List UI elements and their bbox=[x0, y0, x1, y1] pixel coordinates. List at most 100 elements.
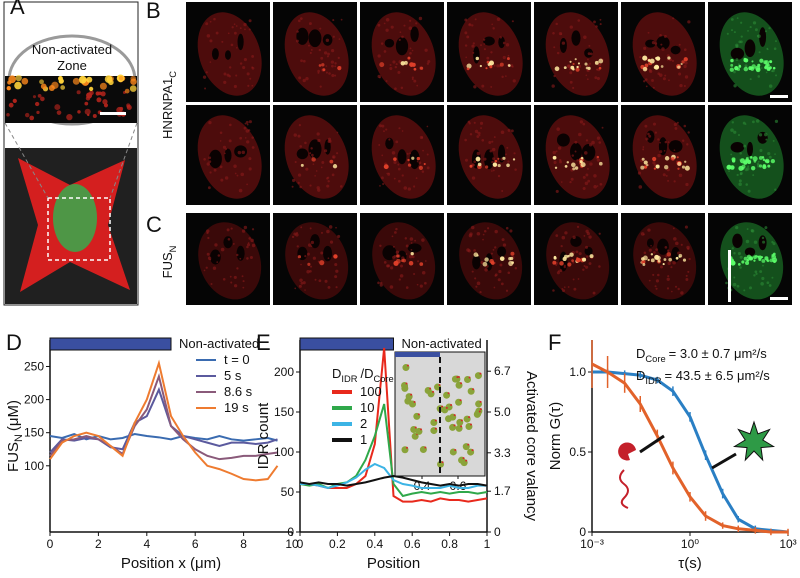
speckle bbox=[413, 272, 416, 276]
condensate-dot bbox=[24, 112, 30, 118]
speckle bbox=[742, 121, 746, 125]
speckle bbox=[502, 243, 507, 247]
speckle bbox=[601, 126, 604, 129]
speckle bbox=[239, 136, 243, 140]
speckle bbox=[749, 286, 752, 290]
nucleolus bbox=[646, 238, 654, 248]
condensate bbox=[643, 165, 648, 169]
speckle bbox=[664, 74, 667, 77]
speckle bbox=[296, 39, 299, 43]
speckle bbox=[596, 185, 599, 187]
condensate bbox=[492, 162, 498, 167]
speckle bbox=[657, 153, 661, 158]
speckle bbox=[419, 135, 424, 140]
panel-letter: B bbox=[146, 0, 161, 23]
nucleolus bbox=[296, 148, 309, 160]
speckle bbox=[507, 54, 510, 57]
speckle bbox=[671, 59, 675, 62]
speckle bbox=[743, 289, 746, 292]
annotation-part: Core bbox=[645, 354, 665, 364]
condensate bbox=[571, 259, 574, 263]
core-site bbox=[471, 449, 474, 452]
speckle bbox=[589, 143, 593, 147]
speckle bbox=[480, 261, 484, 265]
speckle bbox=[309, 152, 312, 155]
speckle bbox=[659, 141, 661, 144]
speckle bbox=[421, 238, 425, 242]
speckle bbox=[206, 34, 211, 38]
condensate-dot bbox=[119, 106, 124, 111]
speckle bbox=[246, 245, 249, 249]
speckle bbox=[321, 161, 325, 164]
speckle bbox=[507, 271, 511, 275]
condensate bbox=[485, 165, 489, 169]
speckle bbox=[408, 26, 413, 31]
speckle bbox=[411, 76, 414, 79]
condensate-dot bbox=[8, 102, 14, 108]
condensate bbox=[680, 62, 683, 66]
speckle bbox=[306, 269, 310, 274]
condensate-dot bbox=[66, 114, 73, 121]
speckle bbox=[228, 139, 232, 143]
speckle bbox=[210, 283, 213, 286]
speckle bbox=[332, 35, 335, 38]
condensate bbox=[574, 58, 577, 61]
speckle bbox=[300, 59, 303, 63]
speckle bbox=[761, 276, 765, 281]
speckle bbox=[476, 231, 481, 236]
speckle bbox=[483, 157, 487, 161]
series-line bbox=[49, 359, 279, 482]
condensate bbox=[767, 164, 771, 168]
speckle bbox=[203, 269, 206, 272]
speckle bbox=[239, 27, 242, 30]
core-site bbox=[441, 461, 444, 464]
y-tick-label: 150 bbox=[24, 426, 44, 440]
nucleolus bbox=[730, 47, 745, 60]
speckle bbox=[233, 284, 238, 288]
speckle bbox=[233, 23, 236, 26]
zone-label: Zone bbox=[57, 58, 87, 73]
nucleolus bbox=[210, 249, 221, 265]
condensate bbox=[418, 165, 424, 171]
x-tick-label: 10⁰ bbox=[681, 537, 699, 551]
legend-label: 10 bbox=[360, 400, 374, 415]
speckle bbox=[379, 184, 381, 187]
core-site bbox=[479, 400, 482, 403]
condensate bbox=[400, 61, 406, 66]
speckle bbox=[679, 83, 683, 88]
speckle bbox=[235, 25, 238, 27]
speckle bbox=[405, 244, 409, 248]
speckle bbox=[555, 264, 558, 267]
speckle bbox=[514, 168, 517, 171]
condensate-dot bbox=[54, 104, 61, 111]
speckle bbox=[491, 140, 494, 143]
core-site bbox=[406, 364, 409, 367]
y-tick-label: 100 bbox=[24, 459, 44, 473]
speckle bbox=[560, 181, 563, 183]
condensate bbox=[564, 165, 568, 168]
speckle bbox=[643, 80, 646, 83]
speckle bbox=[647, 31, 650, 34]
speckle bbox=[586, 167, 589, 170]
condensate bbox=[678, 255, 681, 258]
speckle bbox=[759, 149, 763, 153]
condensate bbox=[407, 158, 410, 162]
speckle bbox=[246, 140, 250, 144]
condensate-dot bbox=[129, 85, 137, 92]
speckle bbox=[424, 48, 428, 52]
speckle bbox=[388, 138, 391, 141]
condensate bbox=[488, 60, 495, 66]
speckle bbox=[409, 19, 412, 22]
nucleolus bbox=[407, 243, 422, 253]
speckle bbox=[223, 72, 227, 76]
nucleolus bbox=[497, 246, 507, 257]
condensate bbox=[598, 58, 604, 64]
speckle bbox=[478, 134, 481, 137]
condensate-dot bbox=[92, 114, 97, 119]
speckle bbox=[665, 174, 668, 177]
speckle bbox=[426, 153, 429, 156]
condensate bbox=[653, 167, 657, 170]
speckle bbox=[766, 47, 769, 50]
speckle bbox=[510, 129, 514, 133]
condensate bbox=[319, 260, 325, 266]
